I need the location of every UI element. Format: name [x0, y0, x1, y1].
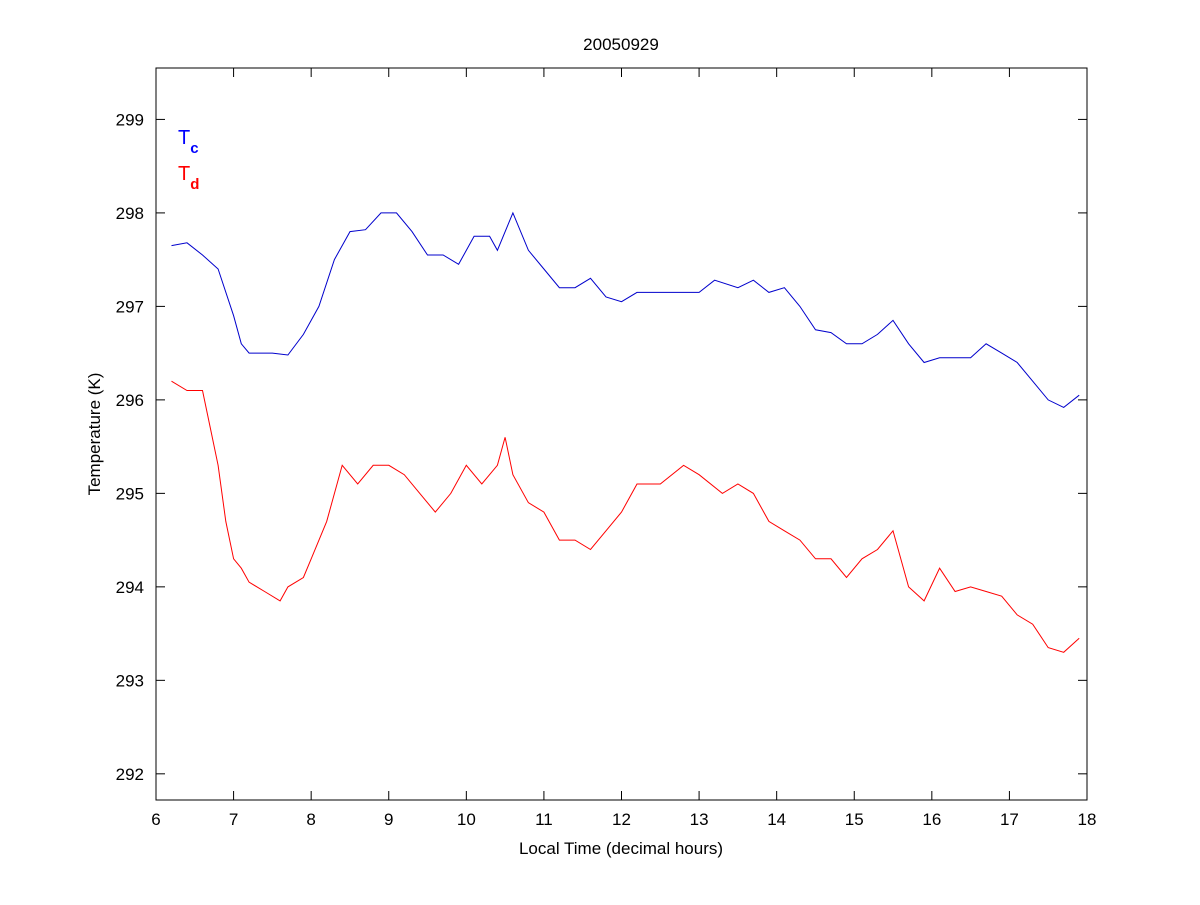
series-line-td — [171, 380, 1080, 653]
legend-td-sub: d — [190, 176, 199, 193]
y-tick-label: 298 — [116, 204, 144, 223]
legend-tc-main: T — [178, 127, 190, 149]
x-tick-label: 12 — [612, 810, 631, 829]
x-axis-label: Local Time (decimal hours) — [519, 839, 723, 858]
y-tick-label: 294 — [116, 578, 144, 597]
y-tick-label: 297 — [116, 297, 144, 316]
y-tick-label: 293 — [116, 671, 144, 690]
legend-td-main: T — [178, 163, 190, 185]
x-tick-label: 8 — [306, 810, 315, 829]
x-tick-label: 9 — [384, 810, 393, 829]
x-tick-label: 10 — [457, 810, 476, 829]
y-tick-label: 292 — [116, 765, 144, 784]
plot-area — [155, 67, 1088, 801]
x-tick-label: 16 — [922, 810, 941, 829]
x-tick-label: 15 — [845, 810, 864, 829]
y-tick-label: 295 — [116, 484, 144, 503]
x-tick-label: 6 — [151, 810, 160, 829]
legend-entry-td: Td — [178, 163, 199, 193]
legend-entry-tc: Tc — [178, 127, 199, 157]
x-tick-label: 7 — [229, 810, 238, 829]
y-tick-label: 299 — [116, 110, 144, 129]
series-line-tc — [171, 211, 1080, 408]
chart-title: 20050929 — [583, 35, 659, 54]
x-tick-label: 13 — [690, 810, 709, 829]
legend-tc-sub: c — [190, 140, 198, 157]
x-tick-label: 17 — [1000, 810, 1019, 829]
x-tick-label: 18 — [1078, 810, 1097, 829]
x-tick-label: 11 — [535, 810, 553, 829]
x-tick-label: 14 — [767, 810, 786, 829]
y-axis-label: Temperature (K) — [85, 373, 104, 496]
legend: Tc Td — [178, 127, 199, 193]
y-tick-label: 296 — [116, 391, 144, 410]
